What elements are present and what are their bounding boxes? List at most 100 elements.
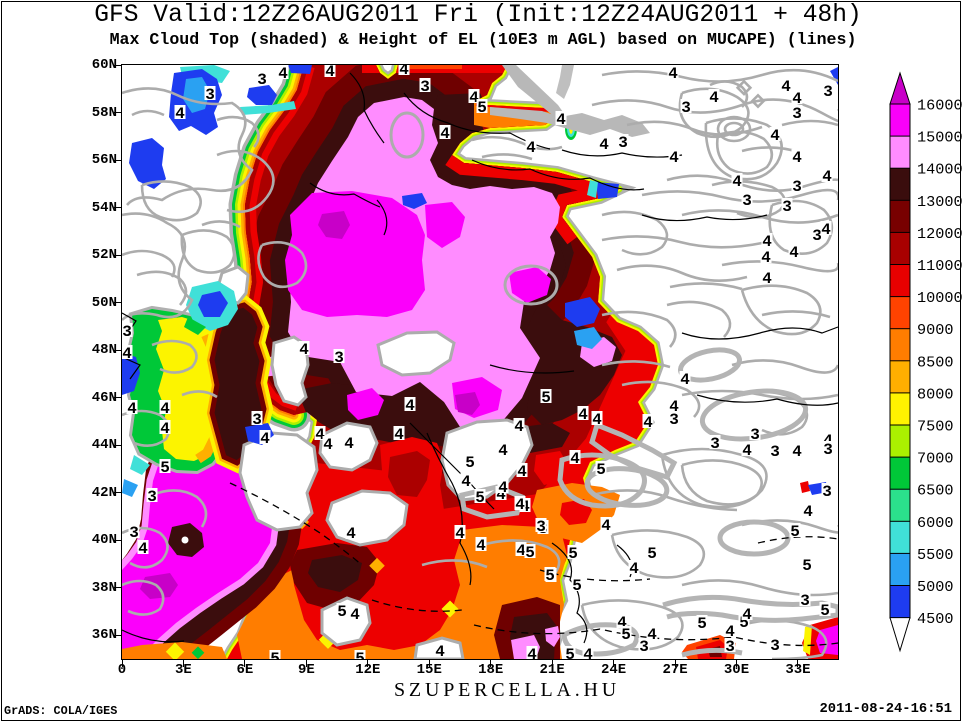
svg-text:5: 5	[647, 545, 657, 563]
svg-text:4: 4	[160, 420, 170, 438]
svg-text:4: 4	[496, 486, 506, 504]
svg-text:4: 4	[127, 400, 137, 418]
svg-text:3: 3	[681, 99, 691, 117]
svg-text:4: 4	[526, 139, 536, 157]
svg-text:3: 3	[792, 105, 802, 123]
svg-text:4: 4	[668, 65, 678, 83]
svg-text:3: 3	[782, 198, 792, 216]
svg-text:3: 3	[252, 411, 262, 429]
svg-text:4: 4	[299, 341, 309, 359]
svg-text:4: 4	[592, 411, 602, 429]
svg-text:5: 5	[596, 461, 606, 479]
svg-text:5: 5	[802, 557, 812, 575]
svg-text:4: 4	[601, 517, 611, 535]
svg-text:4: 4	[399, 64, 409, 79]
svg-text:4: 4	[770, 127, 780, 145]
svg-text:3: 3	[792, 178, 802, 196]
svg-text:4: 4	[527, 646, 537, 660]
svg-text:3: 3	[800, 592, 810, 610]
svg-text:3: 3	[420, 78, 430, 96]
svg-text:4: 4	[461, 473, 471, 491]
svg-text:5: 5	[739, 614, 749, 632]
svg-text:4: 4	[725, 623, 735, 641]
svg-text:3: 3	[257, 71, 267, 89]
svg-text:4: 4	[138, 540, 148, 558]
svg-text:4: 4	[742, 442, 752, 460]
svg-text:4: 4	[323, 436, 333, 454]
svg-text:3: 3	[536, 518, 546, 536]
svg-text:4: 4	[761, 249, 771, 267]
svg-text:4: 4	[762, 270, 772, 288]
svg-text:4: 4	[469, 89, 479, 107]
svg-text:4: 4	[556, 111, 566, 129]
svg-text:6000: 6000	[917, 514, 953, 532]
svg-text:4: 4	[570, 450, 580, 468]
svg-text:4: 4	[476, 537, 486, 555]
svg-text:3: 3	[770, 443, 780, 461]
svg-text:4: 4	[514, 418, 524, 436]
svg-text:4: 4	[278, 65, 288, 83]
svg-text:6500: 6500	[917, 482, 953, 500]
svg-text:8500: 8500	[917, 353, 953, 371]
svg-text:4: 4	[517, 463, 527, 481]
svg-text:12000: 12000	[917, 225, 962, 243]
svg-text:10000: 10000	[917, 289, 962, 307]
svg-text:4: 4	[669, 398, 679, 416]
svg-text:3: 3	[129, 524, 139, 542]
svg-text:5: 5	[541, 389, 551, 407]
svg-text:5000: 5000	[917, 578, 953, 596]
svg-text:4: 4	[160, 400, 170, 418]
svg-text:3: 3	[812, 227, 822, 245]
svg-text:7500: 7500	[917, 418, 953, 436]
svg-text:5: 5	[572, 577, 582, 595]
svg-text:4: 4	[122, 345, 132, 363]
svg-text:4: 4	[344, 435, 354, 453]
svg-text:4: 4	[792, 443, 802, 461]
svg-text:4: 4	[669, 149, 679, 167]
svg-text:3: 3	[639, 638, 649, 656]
svg-text:15000: 15000	[917, 129, 962, 147]
svg-text:4500: 4500	[917, 610, 953, 628]
svg-text:4: 4	[325, 64, 335, 81]
svg-text:5: 5	[790, 523, 800, 541]
svg-text:4: 4	[643, 414, 653, 432]
svg-text:3: 3	[669, 411, 679, 429]
svg-text:4: 4	[792, 149, 802, 167]
svg-text:3: 3	[823, 441, 833, 459]
svg-text:4: 4	[803, 503, 813, 521]
svg-text:5: 5	[355, 650, 365, 660]
svg-text:8000: 8000	[917, 385, 953, 403]
svg-text:7000: 7000	[917, 450, 953, 468]
svg-text:4: 4	[789, 244, 799, 262]
svg-text:5: 5	[525, 544, 535, 562]
svg-text:4: 4	[498, 442, 508, 460]
svg-text:4: 4	[599, 136, 609, 154]
svg-text:5: 5	[477, 99, 487, 117]
svg-text:4: 4	[583, 646, 593, 660]
svg-text:4: 4	[516, 542, 526, 560]
svg-text:5: 5	[565, 646, 575, 660]
svg-text:4: 4	[781, 78, 791, 96]
svg-text:4: 4	[762, 233, 772, 251]
svg-text:4: 4	[680, 371, 690, 389]
svg-text:4: 4	[629, 560, 639, 578]
svg-text:5: 5	[270, 650, 280, 660]
svg-text:4: 4	[647, 626, 657, 644]
svg-text:3: 3	[710, 435, 720, 453]
svg-text:3: 3	[205, 86, 215, 104]
svg-text:3: 3	[823, 83, 833, 101]
svg-text:5500: 5500	[917, 546, 953, 564]
svg-text:3: 3	[122, 323, 132, 341]
svg-text:3: 3	[770, 637, 780, 655]
svg-text:5: 5	[337, 603, 347, 621]
svg-text:4: 4	[617, 614, 627, 632]
svg-text:4: 4	[455, 525, 465, 543]
svg-text:13000: 13000	[917, 193, 962, 211]
svg-text:5: 5	[568, 545, 578, 563]
svg-text:5: 5	[820, 602, 830, 620]
svg-text:3: 3	[147, 488, 157, 506]
svg-text:4: 4	[260, 430, 270, 448]
svg-text:4: 4	[405, 397, 415, 415]
svg-text:5: 5	[621, 626, 631, 644]
svg-text:14000: 14000	[917, 161, 962, 179]
